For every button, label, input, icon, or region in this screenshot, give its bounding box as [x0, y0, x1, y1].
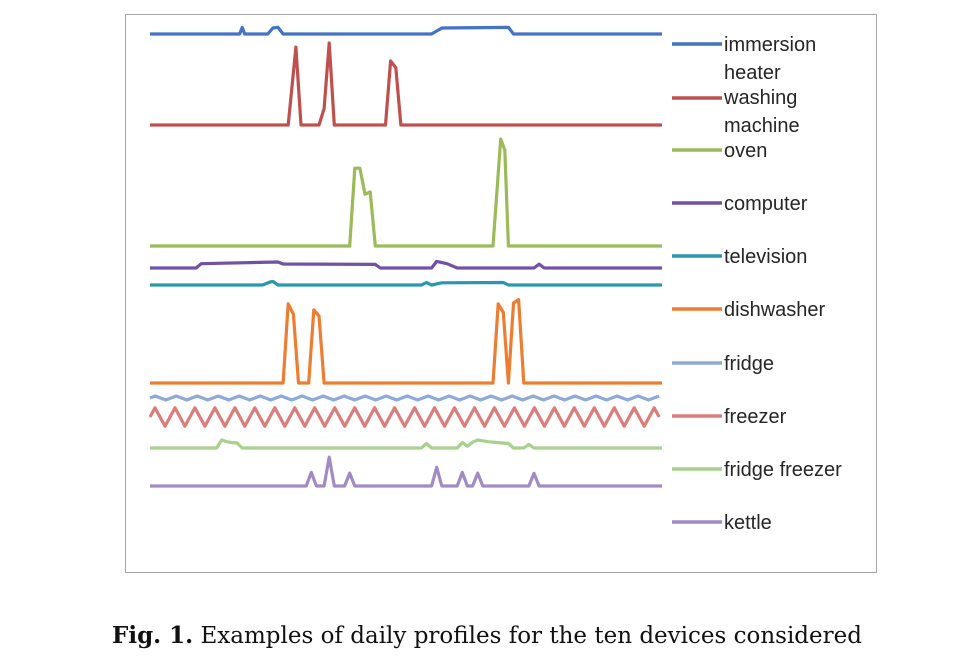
chart-plot: immersion heater washing machine oven co…	[148, 25, 842, 534]
caption-label: Fig. 1.	[112, 622, 194, 649]
legend-label-dishwasher: dishwasher	[724, 299, 826, 321]
legend-entry-fridge: fridge	[672, 353, 774, 375]
series-line-oven	[150, 137, 662, 248]
series-line-freezer	[148, 406, 661, 428]
legend-entry-computer: computer	[672, 193, 808, 215]
series-line-washing-machine	[150, 41, 662, 127]
legend-label-television: television	[724, 246, 807, 268]
legend-entry-television: television	[672, 246, 807, 268]
legend-label-computer: computer	[724, 193, 808, 215]
legend-entry-dishwasher: dishwasher	[672, 299, 826, 321]
legend-label-washing: washing	[723, 87, 797, 109]
series-lines	[148, 25, 662, 488]
legend-entry-fridge-freezer: fridge freezer	[672, 459, 842, 481]
legend-label-oven: oven	[724, 140, 767, 162]
legend: immersion heater washing machine oven co…	[672, 34, 842, 534]
series-line-fridge	[149, 394, 660, 402]
series-line-fridge-freezer	[150, 438, 662, 450]
legend-label-fridge: fridge	[724, 353, 774, 375]
legend-label-machine: machine	[724, 115, 800, 137]
caption-text: Examples of daily profiles for the ten d…	[200, 623, 862, 649]
legend-label-immersion: immersion	[724, 34, 816, 56]
legend-label-kettle: kettle	[724, 512, 772, 534]
series-line-immersion-heater	[150, 25, 662, 36]
figure-caption: Fig. 1. Examples of daily profiles for t…	[0, 622, 974, 649]
legend-label-freezer: freezer	[724, 406, 787, 428]
series-line-television	[150, 279, 662, 287]
legend-entry-washing-machine: washing machine	[672, 87, 800, 137]
legend-label-fridge-freezer: fridge freezer	[724, 459, 842, 481]
legend-entry-immersion-heater: immersion heater	[672, 34, 816, 84]
legend-entry-kettle: kettle	[672, 512, 772, 534]
figure-frame: immersion heater washing machine oven co…	[125, 14, 877, 573]
legend-entry-oven: oven	[672, 140, 767, 162]
series-line-computer	[150, 259, 662, 270]
legend-entry-freezer: freezer	[672, 406, 787, 428]
legend-label-heater: heater	[724, 62, 781, 84]
series-line-kettle	[150, 455, 662, 488]
series-line-dishwasher	[150, 298, 662, 385]
